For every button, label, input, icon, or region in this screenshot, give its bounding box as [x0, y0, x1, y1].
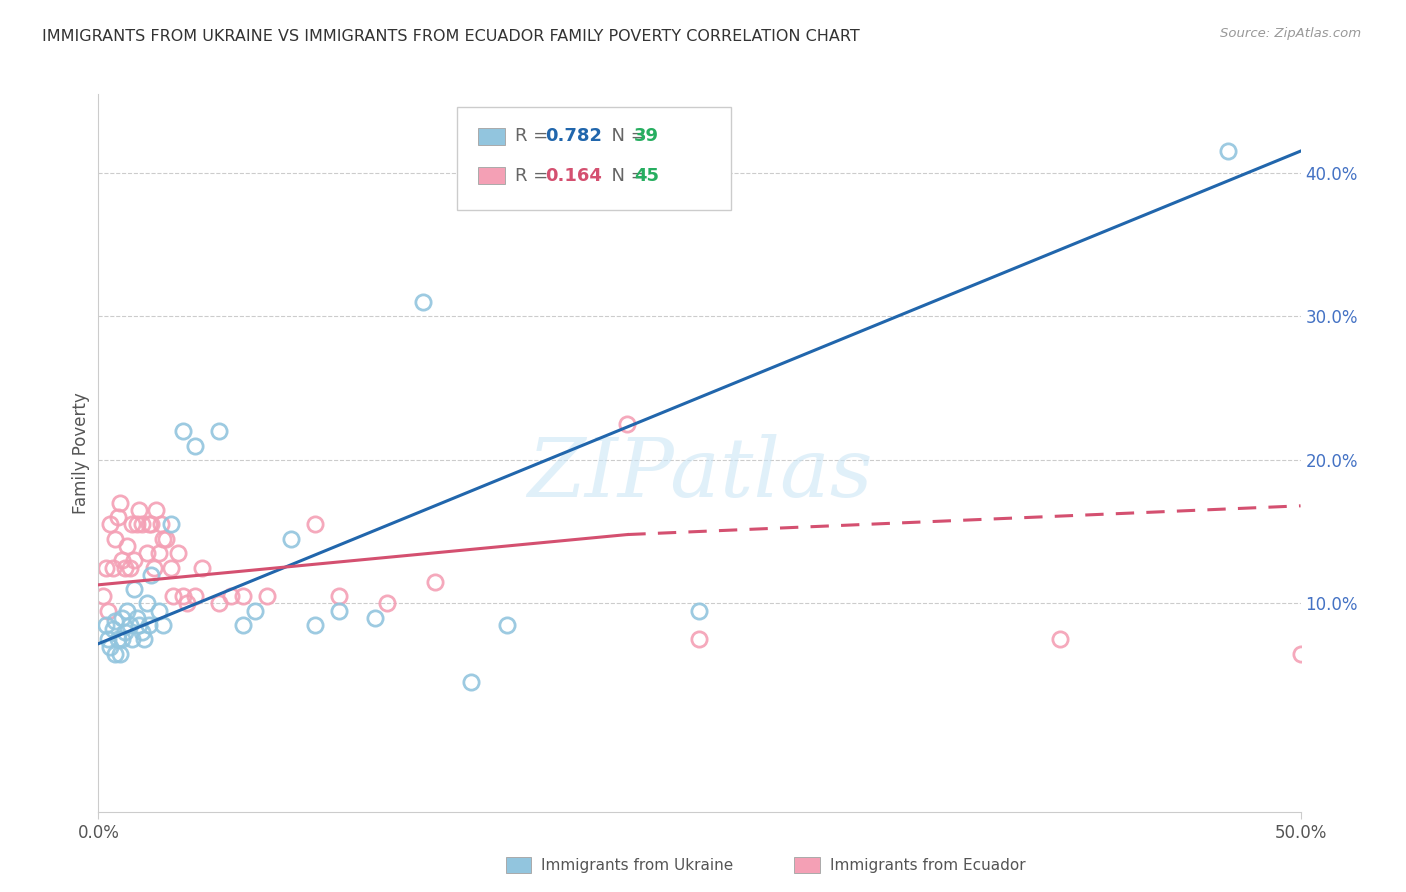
Text: IMMIGRANTS FROM UKRAINE VS IMMIGRANTS FROM ECUADOR FAMILY POVERTY CORRELATION CH: IMMIGRANTS FROM UKRAINE VS IMMIGRANTS FR…	[42, 29, 860, 44]
Text: Source: ZipAtlas.com: Source: ZipAtlas.com	[1220, 27, 1361, 40]
Text: N =: N =	[600, 128, 652, 145]
Text: Immigrants from Ecuador: Immigrants from Ecuador	[830, 858, 1025, 872]
Text: R =: R =	[515, 128, 554, 145]
Text: ZIPatlas: ZIPatlas	[527, 434, 872, 514]
Text: R =: R =	[515, 167, 554, 185]
Text: N =: N =	[600, 167, 652, 185]
Text: 45: 45	[634, 167, 659, 185]
Text: 0.782: 0.782	[546, 128, 603, 145]
Text: 39: 39	[634, 128, 659, 145]
Y-axis label: Family Poverty: Family Poverty	[72, 392, 90, 514]
Text: Immigrants from Ukraine: Immigrants from Ukraine	[541, 858, 734, 872]
Text: 0.164: 0.164	[546, 167, 602, 185]
